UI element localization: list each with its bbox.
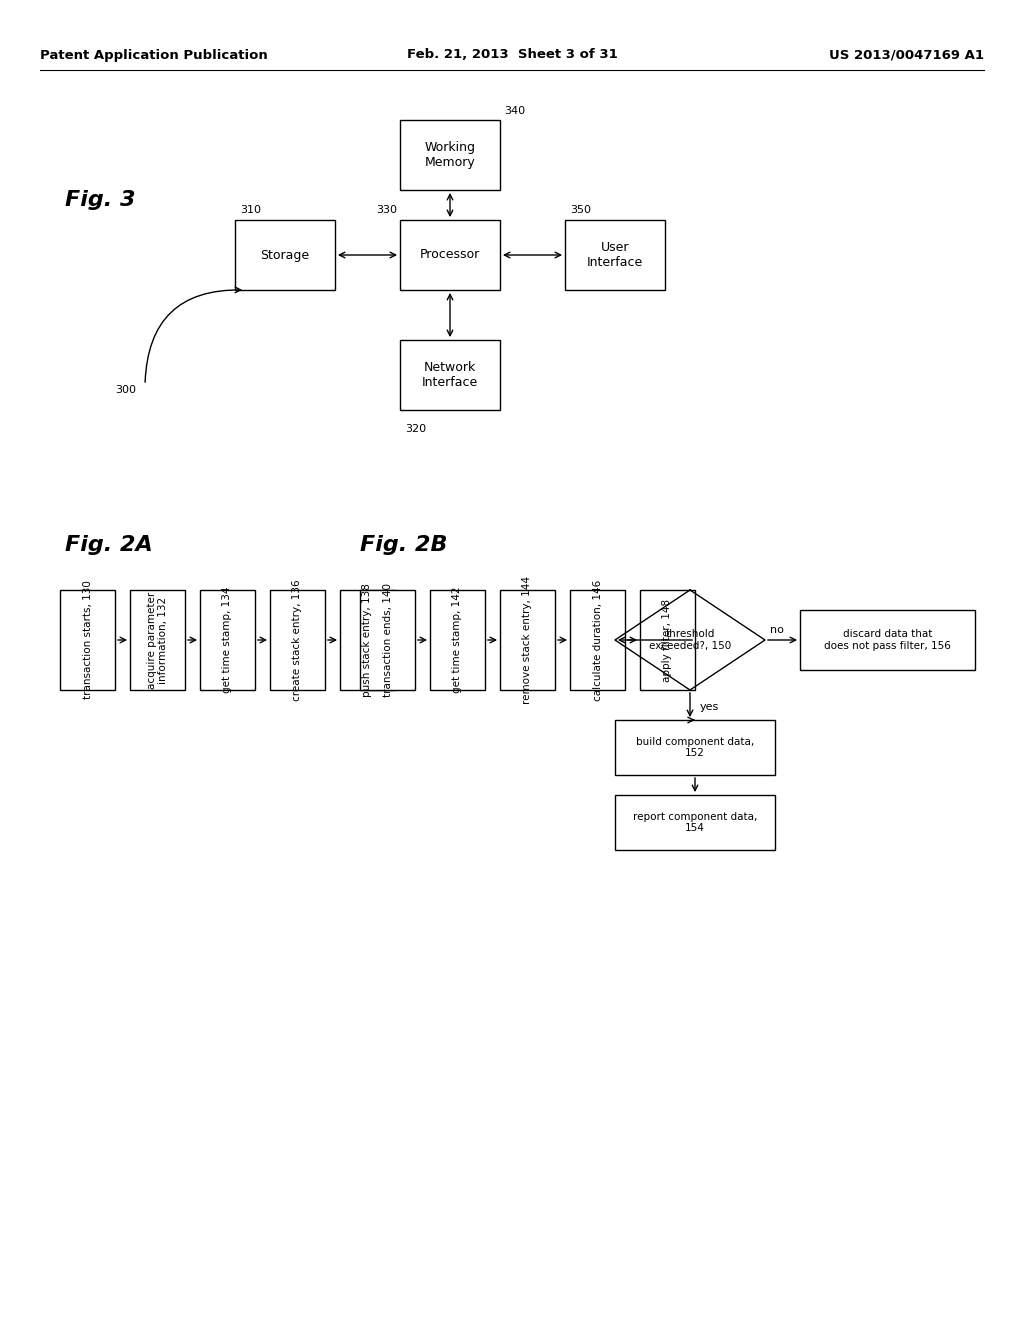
Bar	[400, 220, 500, 290]
Bar	[400, 341, 500, 411]
Bar	[360, 590, 415, 690]
Text: acquire parameter
information, 132: acquire parameter information, 132	[146, 591, 168, 689]
Text: apply filter, 148: apply filter, 148	[663, 598, 673, 681]
Text: threshold
exceeded?, 150: threshold exceeded?, 150	[649, 630, 731, 651]
Text: 320: 320	[406, 424, 426, 434]
Bar	[130, 590, 185, 690]
Bar	[640, 590, 695, 690]
Text: User
Interface: User Interface	[587, 242, 643, 269]
Bar	[200, 590, 255, 690]
Text: get time stamp, 134: get time stamp, 134	[222, 587, 232, 693]
Bar	[234, 220, 335, 290]
Bar	[800, 610, 975, 671]
Text: 330: 330	[376, 205, 397, 215]
Text: no: no	[770, 624, 784, 635]
Bar	[500, 590, 555, 690]
Bar	[615, 719, 775, 775]
Text: US 2013/0047169 A1: US 2013/0047169 A1	[829, 49, 984, 62]
Text: push stack entry, 138: push stack entry, 138	[362, 583, 373, 697]
Text: transaction starts, 130: transaction starts, 130	[83, 581, 92, 700]
Text: get time stamp, 142: get time stamp, 142	[453, 587, 463, 693]
Bar	[340, 590, 395, 690]
Bar	[270, 590, 325, 690]
Text: Feb. 21, 2013  Sheet 3 of 31: Feb. 21, 2013 Sheet 3 of 31	[407, 49, 617, 62]
Bar	[430, 590, 485, 690]
Bar	[615, 795, 775, 850]
Text: build component data,
152: build component data, 152	[636, 737, 754, 758]
Text: remove stack entry, 144: remove stack entry, 144	[522, 576, 532, 704]
Text: Storage: Storage	[260, 248, 309, 261]
Bar	[570, 590, 625, 690]
Text: transaction ends, 140: transaction ends, 140	[383, 583, 392, 697]
Text: calculate duration, 146: calculate duration, 146	[593, 579, 602, 701]
Text: Processor: Processor	[420, 248, 480, 261]
Text: Network
Interface: Network Interface	[422, 360, 478, 389]
Bar	[60, 590, 115, 690]
Text: yes: yes	[700, 702, 719, 711]
Text: Fig. 2B: Fig. 2B	[360, 535, 447, 554]
Text: Working
Memory: Working Memory	[425, 141, 475, 169]
Text: Patent Application Publication: Patent Application Publication	[40, 49, 267, 62]
Text: 300: 300	[115, 385, 136, 395]
Text: 310: 310	[240, 205, 261, 215]
Text: create stack entry, 136: create stack entry, 136	[293, 579, 302, 701]
Text: report component data,
154: report component data, 154	[633, 812, 757, 833]
Text: discard data that
does not pass filter, 156: discard data that does not pass filter, …	[824, 630, 951, 651]
Bar	[400, 120, 500, 190]
Text: Fig. 3: Fig. 3	[65, 190, 135, 210]
Text: Fig. 2A: Fig. 2A	[65, 535, 153, 554]
Text: 340: 340	[504, 106, 525, 116]
Bar	[565, 220, 665, 290]
Text: 350: 350	[570, 205, 591, 215]
